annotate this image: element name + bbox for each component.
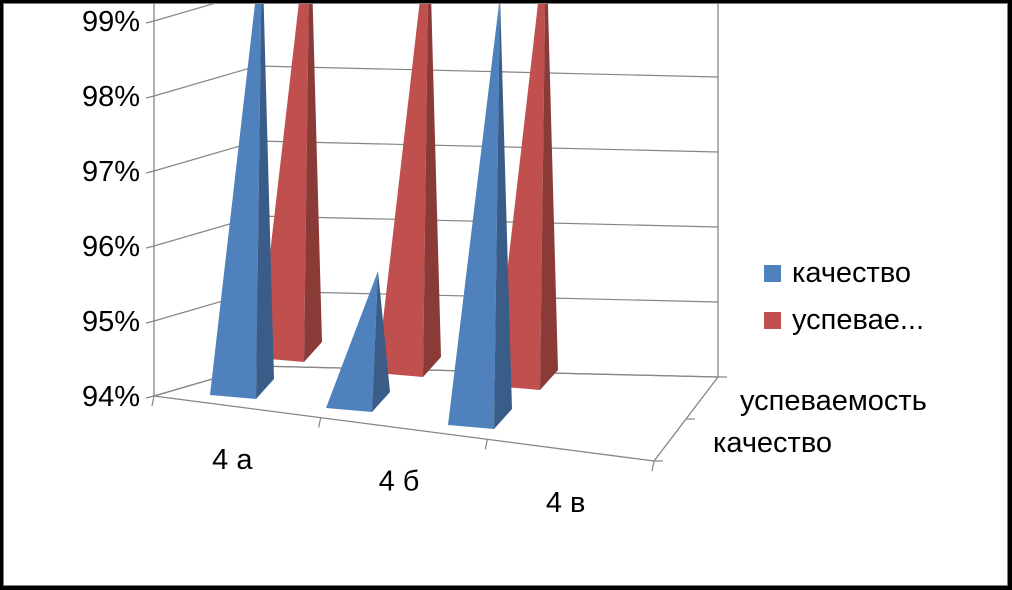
pyramid-side-face xyxy=(304,4,322,362)
y-tick-label: 96% xyxy=(82,231,140,263)
pyramid-front-face xyxy=(210,4,262,399)
y-tick-mark xyxy=(145,95,155,99)
depth-axis: успеваемость качество xyxy=(654,376,927,462)
y-tick-mark xyxy=(145,245,155,249)
depth-label: успеваемость xyxy=(740,385,927,417)
depth-label: качество xyxy=(713,427,832,459)
y-tick-mark xyxy=(145,395,155,399)
y-tick-label: 97% xyxy=(82,156,140,188)
legend-swatch xyxy=(764,312,781,329)
y-tick-mark xyxy=(145,170,155,174)
pyramid-side-face xyxy=(372,271,390,412)
x-tick-mark xyxy=(318,417,322,428)
pyramid-chart: 94%95%96%97%98%99%100% 4 а4 б4 в успевае… xyxy=(82,4,927,519)
pyramid-side-face xyxy=(540,4,558,390)
y-tick-label: 94% xyxy=(82,381,140,413)
x-tick-mark xyxy=(651,460,655,472)
pyramid-front-face xyxy=(326,271,378,412)
pyramid-front-face xyxy=(448,4,500,429)
x-tick-mark xyxy=(151,395,155,407)
y-tick-mark xyxy=(145,320,155,324)
gridline xyxy=(153,65,719,97)
pyramid-series-1 xyxy=(210,4,274,399)
pyramid-front-face xyxy=(377,4,428,377)
y-tick-label: 95% xyxy=(82,306,140,338)
pyramid-series-2 xyxy=(377,4,441,377)
pyramid-series-1 xyxy=(326,271,390,412)
pyramid-side-face xyxy=(494,4,512,429)
legend-label: успевае... xyxy=(792,304,924,336)
y-tick-label: 98% xyxy=(82,81,140,113)
y-axis-ticks: 94%95%96%97%98%99%100% xyxy=(82,6,155,413)
y-tick-mark xyxy=(145,20,155,24)
gridline xyxy=(153,4,215,22)
legend: качество успевае... xyxy=(764,257,924,336)
chart-canvas: 94%95%96%97%98%99%100% 4 а4 б4 в успевае… xyxy=(3,3,1008,586)
pyramid-side-face xyxy=(423,4,441,377)
legend-label: качество xyxy=(792,257,911,289)
pyramids xyxy=(210,4,558,429)
category-label: 4 в xyxy=(546,487,586,519)
pyramid-side-face xyxy=(256,4,274,399)
legend-swatch xyxy=(764,265,781,282)
category-label: 4 б xyxy=(379,466,420,498)
x-tick-mark xyxy=(484,439,488,450)
x-axis: 4 а 4 б 4 в xyxy=(151,395,655,519)
y-tick-label: 99% xyxy=(82,6,140,38)
pyramid-series-1 xyxy=(448,4,512,429)
category-label: 4 а xyxy=(212,444,253,476)
